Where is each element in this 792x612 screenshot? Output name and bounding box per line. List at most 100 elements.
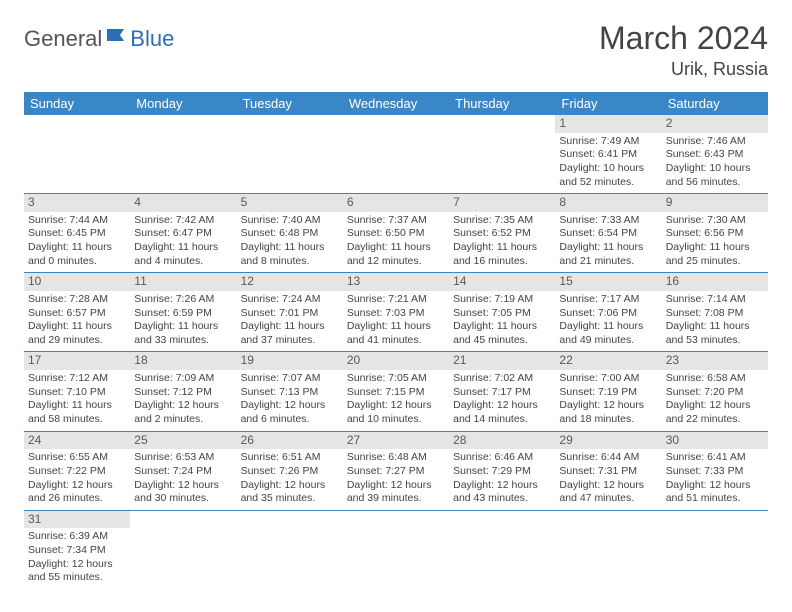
month-title: March 2024 [599, 20, 768, 57]
logo-text-2: Blue [130, 26, 174, 52]
sunrise-text: Sunrise: 6:53 AM [134, 451, 232, 465]
sunset-text: Sunset: 7:19 PM [559, 386, 657, 400]
sun-info: Sunrise: 6:53 AMSunset: 7:24 PMDaylight:… [134, 451, 232, 506]
sunrise-text: Sunrise: 7:30 AM [666, 214, 764, 228]
calendar-day-cell: 19 Sunrise: 7:07 AMSunset: 7:13 PMDayligh… [237, 352, 343, 431]
daylight-text: Daylight: 11 hours and 41 minutes. [347, 320, 445, 347]
sun-info: Sunrise: 6:46 AMSunset: 7:29 PMDaylight:… [453, 451, 551, 506]
calendar-day-cell: 6 Sunrise: 7:37 AMSunset: 6:50 PMDaylight… [343, 194, 449, 273]
sunset-text: Sunset: 7:34 PM [28, 544, 126, 558]
calendar-day-cell: 1Sunrise: 7:49 AMSunset: 6:41 PMDaylight… [555, 115, 661, 194]
sun-info: Sunrise: 7:46 AMSunset: 6:43 PMDaylight:… [666, 135, 764, 190]
sunrise-text: Sunrise: 6:39 AM [28, 530, 126, 544]
sun-info: Sunrise: 7:09 AMSunset: 7:12 PMDaylight:… [134, 372, 232, 427]
calendar-day-cell: 5Sunrise: 7:40 AMSunset: 6:48 PMDaylight… [237, 194, 343, 273]
weekday-header: Sunday [24, 92, 130, 115]
daylight-text: Daylight: 12 hours and 30 minutes. [134, 479, 232, 506]
sun-info: Sunrise: 7:37 AMSunset: 6:50 PMDaylight:… [347, 214, 445, 269]
day-number: 21 [449, 352, 555, 370]
calendar-day-cell: 30Sunrise: 6:41 AMSunset: 7:33 PMDayligh… [662, 431, 768, 510]
daylight-text: Daylight: 11 hours and 45 minutes. [453, 320, 551, 347]
sunrise-text: Sunrise: 7:35 AM [453, 214, 551, 228]
day-number: 22 [555, 352, 661, 370]
calendar-day-cell: 10Sunrise: 7:28 AMSunset: 6:57 PMDayligh… [24, 273, 130, 352]
sunrise-text: Sunrise: 6:51 AM [241, 451, 339, 465]
daylight-text: Daylight: 10 hours and 56 minutes. [666, 162, 764, 189]
sun-info: Sunrise: 7:07 AMSunset: 7:13 PMDaylight:… [241, 372, 339, 427]
weekday-header: Friday [555, 92, 661, 115]
sunrise-text: Sunrise: 6:58 AM [666, 372, 764, 386]
sun-info: Sunrise: 7:33 AMSunset: 6:54 PMDaylight:… [559, 214, 657, 269]
calendar-week-row: 31Sunrise: 6:39 AMSunset: 7:34 PMDayligh… [24, 510, 768, 589]
sunrise-text: Sunrise: 7:33 AM [559, 214, 657, 228]
flag-icon [106, 27, 128, 48]
sun-info: Sunrise: 7:05 AMSunset: 7:15 PMDaylight:… [347, 372, 445, 427]
day-number: 9 [662, 194, 768, 212]
day-number: 25 [130, 432, 236, 450]
daylight-text: Daylight: 12 hours and 51 minutes. [666, 479, 764, 506]
sunrise-text: Sunrise: 6:44 AM [559, 451, 657, 465]
calendar-week-row: 10Sunrise: 7:28 AMSunset: 6:57 PMDayligh… [24, 273, 768, 352]
page-header: General Blue March 2024 Urik, Russia [24, 20, 768, 80]
day-number: 23 [662, 352, 768, 370]
sunset-text: Sunset: 7:08 PM [666, 307, 764, 321]
sunrise-text: Sunrise: 7:24 AM [241, 293, 339, 307]
calendar-day-cell: 22Sunrise: 7:00 AMSunset: 7:19 PMDayligh… [555, 352, 661, 431]
sun-info: Sunrise: 7:35 AMSunset: 6:52 PMDaylight:… [453, 214, 551, 269]
daylight-text: Daylight: 11 hours and 8 minutes. [241, 241, 339, 268]
sunset-text: Sunset: 6:54 PM [559, 227, 657, 241]
weekday-header: Tuesday [237, 92, 343, 115]
sunrise-text: Sunrise: 7:12 AM [28, 372, 126, 386]
day-number: 3 [24, 194, 130, 212]
daylight-text: Daylight: 11 hours and 53 minutes. [666, 320, 764, 347]
day-number: 12 [237, 273, 343, 291]
sunset-text: Sunset: 6:45 PM [28, 227, 126, 241]
day-number: 2 [662, 115, 768, 133]
day-number: 15 [555, 273, 661, 291]
sunrise-text: Sunrise: 7:17 AM [559, 293, 657, 307]
day-number: 19 [237, 352, 343, 370]
day-number: 6 [343, 194, 449, 212]
daylight-text: Daylight: 10 hours and 52 minutes. [559, 162, 657, 189]
calendar-day-cell: 20Sunrise: 7:05 AMSunset: 7:15 PMDayligh… [343, 352, 449, 431]
calendar-table: Sunday Monday Tuesday Wednesday Thursday… [24, 92, 768, 589]
sunset-text: Sunset: 7:10 PM [28, 386, 126, 400]
sun-info: Sunrise: 7:30 AMSunset: 6:56 PMDaylight:… [666, 214, 764, 269]
daylight-text: Daylight: 11 hours and 33 minutes. [134, 320, 232, 347]
calendar-day-cell: 14Sunrise: 7:19 AMSunset: 7:05 PMDayligh… [449, 273, 555, 352]
daylight-text: Daylight: 11 hours and 29 minutes. [28, 320, 126, 347]
calendar-day-cell [130, 115, 236, 194]
daylight-text: Daylight: 11 hours and 25 minutes. [666, 241, 764, 268]
calendar-day-cell: 17Sunrise: 7:12 AMSunset: 7:10 PMDayligh… [24, 352, 130, 431]
sun-info: Sunrise: 6:44 AMSunset: 7:31 PMDaylight:… [559, 451, 657, 506]
sun-info: Sunrise: 7:40 AMSunset: 6:48 PMDaylight:… [241, 214, 339, 269]
sunrise-text: Sunrise: 7:26 AM [134, 293, 232, 307]
day-number: 27 [343, 432, 449, 450]
weekday-header: Wednesday [343, 92, 449, 115]
sunrise-text: Sunrise: 7:21 AM [347, 293, 445, 307]
sun-info: Sunrise: 6:58 AMSunset: 7:20 PMDaylight:… [666, 372, 764, 427]
sunrise-text: Sunrise: 7:14 AM [666, 293, 764, 307]
sunrise-text: Sunrise: 7:07 AM [241, 372, 339, 386]
sun-info: Sunrise: 7:17 AMSunset: 7:06 PMDaylight:… [559, 293, 657, 348]
calendar-day-cell: 4Sunrise: 7:42 AMSunset: 6:47 PMDaylight… [130, 194, 236, 273]
sun-info: Sunrise: 6:39 AMSunset: 7:34 PMDaylight:… [28, 530, 126, 585]
day-number: 1 [555, 115, 661, 133]
sunset-text: Sunset: 7:05 PM [453, 307, 551, 321]
daylight-text: Daylight: 11 hours and 16 minutes. [453, 241, 551, 268]
daylight-text: Daylight: 11 hours and 12 minutes. [347, 241, 445, 268]
calendar-day-cell [237, 115, 343, 194]
calendar-day-cell: 21Sunrise: 7:02 AMSunset: 7:17 PMDayligh… [449, 352, 555, 431]
calendar-day-cell: 18Sunrise: 7:09 AMSunset: 7:12 PMDayligh… [130, 352, 236, 431]
sunset-text: Sunset: 7:31 PM [559, 465, 657, 479]
weekday-header-row: Sunday Monday Tuesday Wednesday Thursday… [24, 92, 768, 115]
sunset-text: Sunset: 7:03 PM [347, 307, 445, 321]
sunset-text: Sunset: 6:59 PM [134, 307, 232, 321]
sunset-text: Sunset: 6:48 PM [241, 227, 339, 241]
sun-info: Sunrise: 6:41 AMSunset: 7:33 PMDaylight:… [666, 451, 764, 506]
sunset-text: Sunset: 6:57 PM [28, 307, 126, 321]
sun-info: Sunrise: 7:14 AMSunset: 7:08 PMDaylight:… [666, 293, 764, 348]
sunset-text: Sunset: 7:20 PM [666, 386, 764, 400]
sunset-text: Sunset: 6:56 PM [666, 227, 764, 241]
day-number: 24 [24, 432, 130, 450]
